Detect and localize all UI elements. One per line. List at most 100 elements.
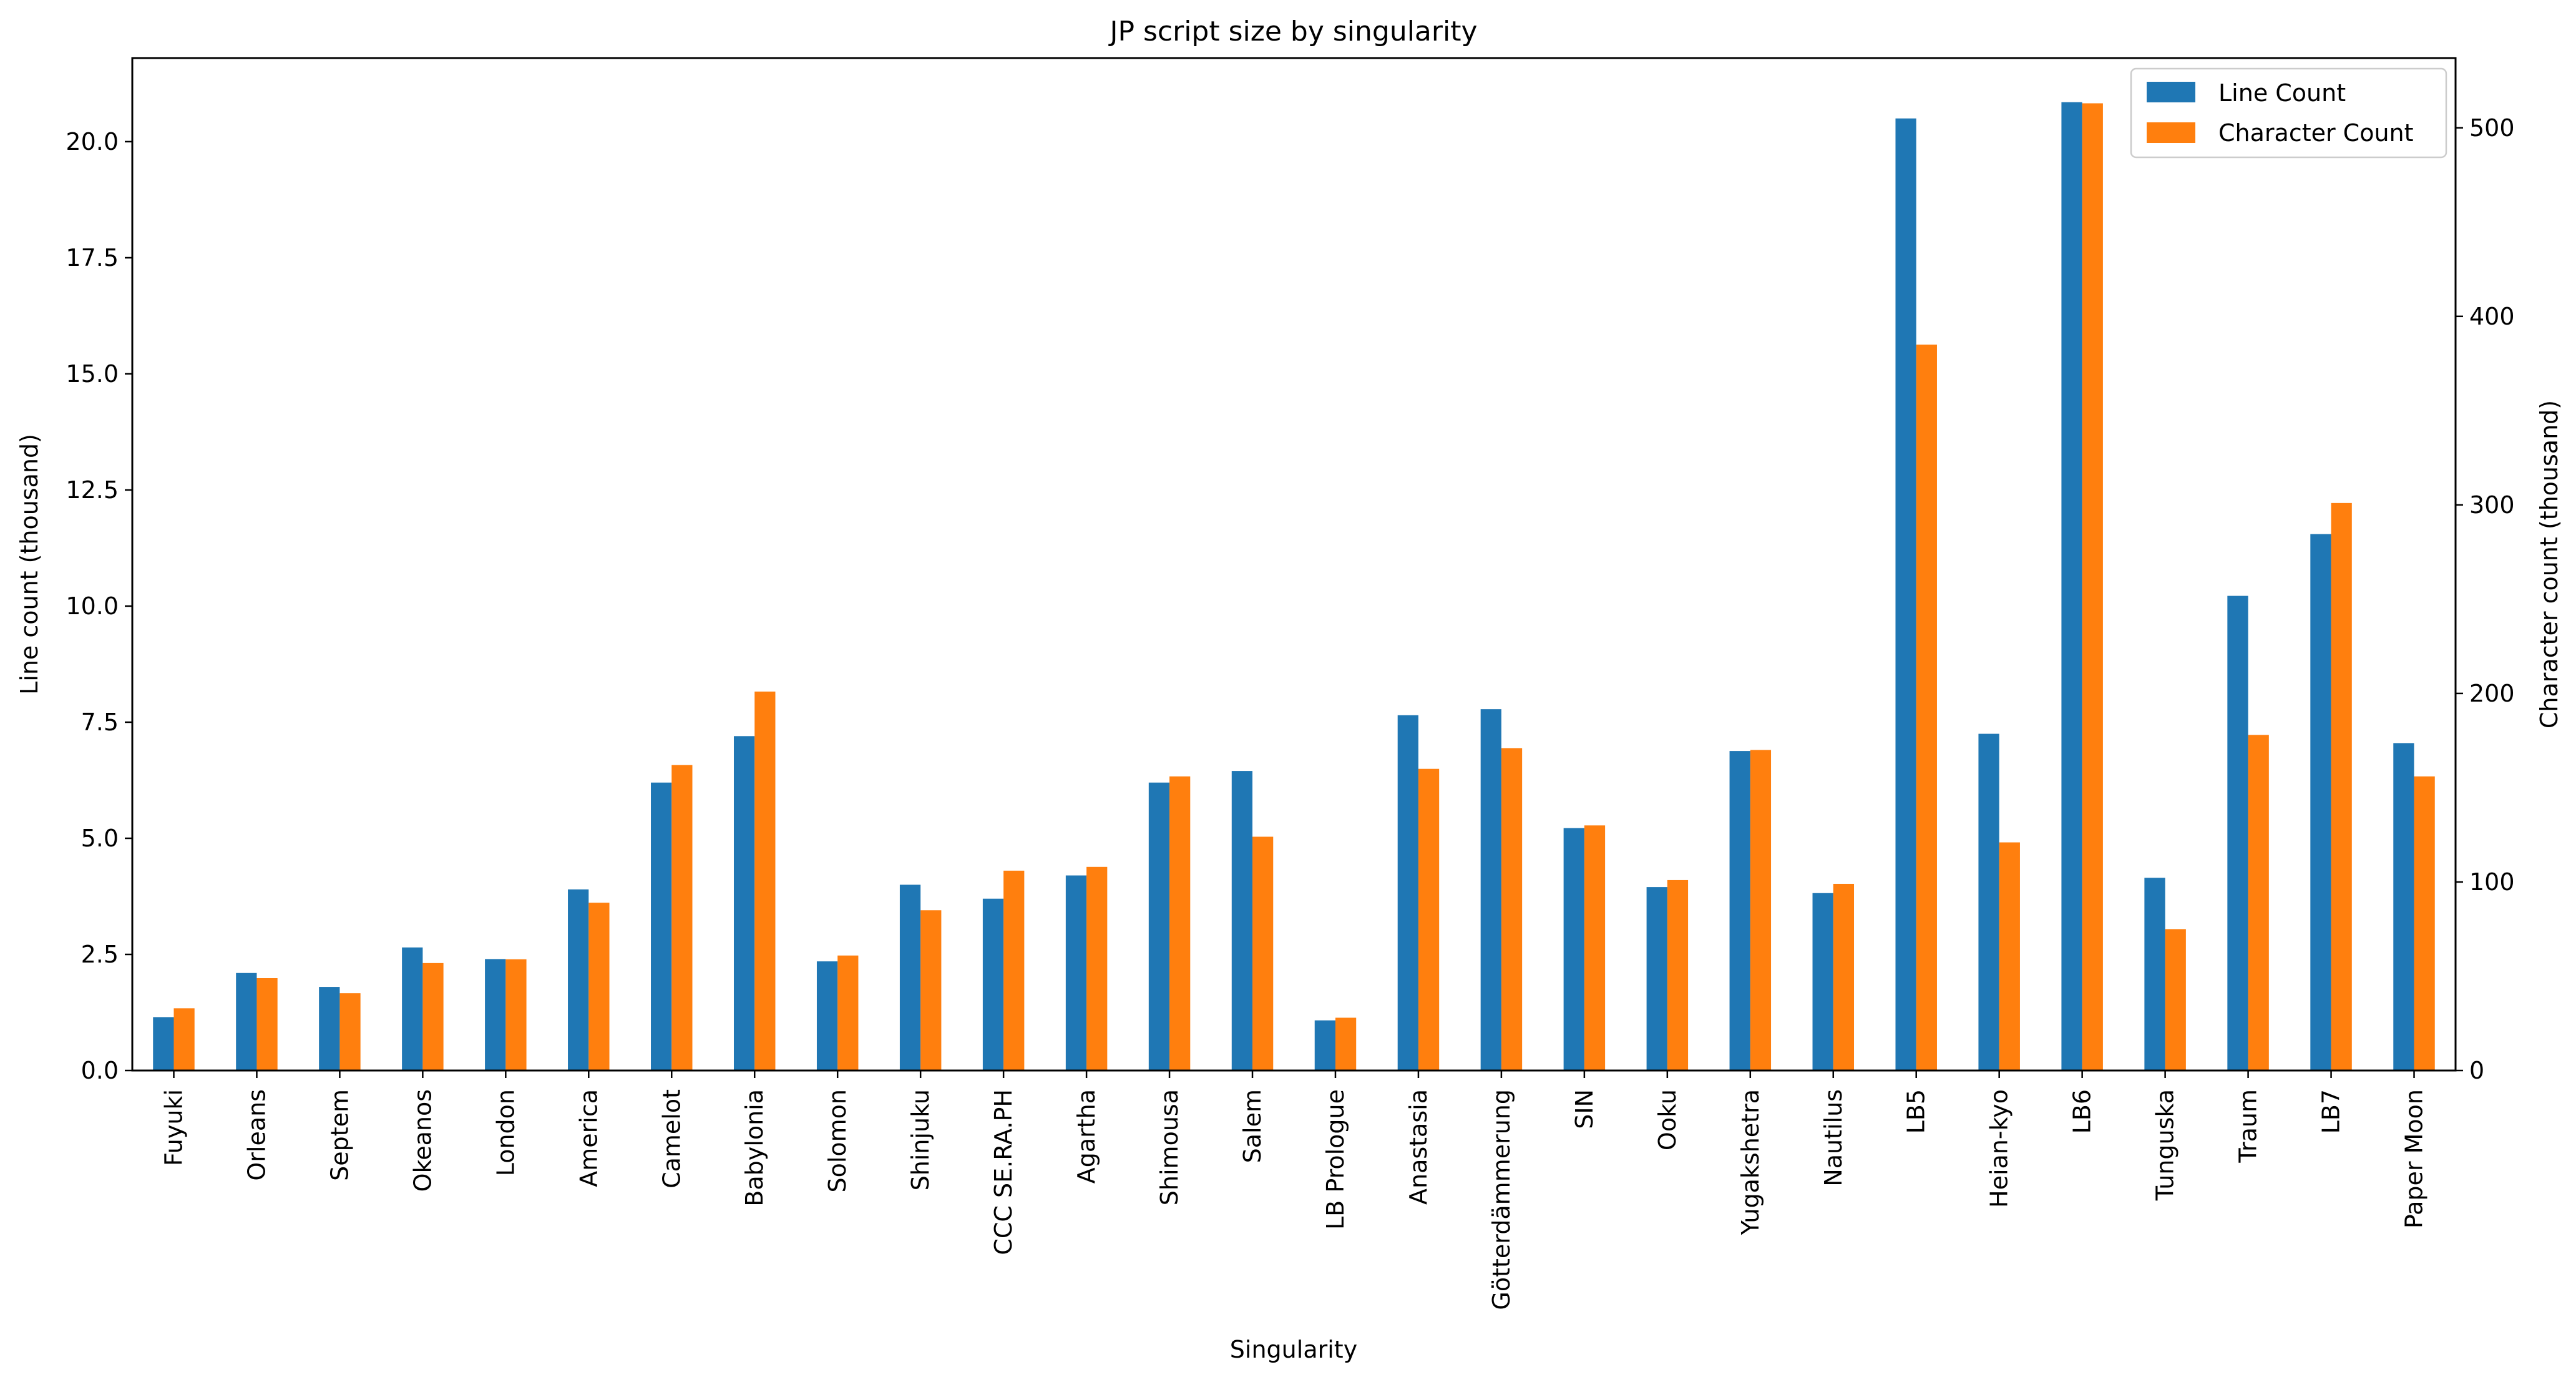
right-y-tick-label: 0 — [2469, 1057, 2484, 1084]
bar-character-count-gotterdammerung — [1501, 748, 1523, 1071]
bar-line-count-nautilus — [1812, 893, 1833, 1071]
right-y-axis-ticks: 0 100 200 300 400 500 — [2456, 114, 2515, 1084]
x-tick-label-camelot: Camelot — [658, 1089, 685, 1188]
left-y-tick-label: 12.5 — [66, 476, 119, 504]
bar-line-count-london — [485, 959, 506, 1071]
bar-line-count-anastasia — [1397, 715, 1418, 1071]
bar-character-count-fuyuki — [173, 1008, 195, 1071]
right-y-tick-label: 200 — [2469, 680, 2515, 707]
bar-character-count-okeanos — [422, 963, 444, 1071]
bar-line-count-ooku — [1646, 887, 1667, 1071]
bar-line-count-ccc-se-ra-ph — [982, 898, 1004, 1071]
bar-line-count-babylonia — [733, 736, 755, 1071]
legend-label-line-count: Line Count — [2218, 79, 2346, 107]
bar-character-count-orleans — [256, 978, 278, 1071]
bar-group — [153, 102, 2435, 1071]
bar-character-count-shimousa — [1169, 776, 1191, 1071]
x-tick-label-nautilus: Nautilus — [1820, 1089, 1847, 1187]
bar-character-count-america — [588, 903, 610, 1071]
x-tick-label-salem: Salem — [1239, 1089, 1266, 1163]
bar-line-count-america — [568, 889, 589, 1071]
legend-label-character-count: Character Count — [2218, 119, 2414, 147]
x-tick-label-lb5: LB5 — [1903, 1089, 1930, 1134]
bar-line-count-lb6 — [2061, 102, 2082, 1071]
bar-line-count-heian-kyo — [1978, 733, 1999, 1071]
bar-line-count-agartha — [1065, 875, 1087, 1071]
x-tick-label-anastasia: Anastasia — [1405, 1089, 1432, 1205]
left-y-tick-label: 7.5 — [81, 708, 119, 736]
x-tick-label-shinjuku: Shinjuku — [907, 1089, 934, 1190]
legend: Line Count Character Count — [2130, 67, 2447, 159]
bar-line-count-orleans — [236, 973, 257, 1071]
x-tick-label-shimousa: Shimousa — [1156, 1089, 1183, 1205]
x-tick-label-yugakshetra: Yugakshetra — [1737, 1089, 1764, 1235]
x-tick-label-agartha: Agartha — [1073, 1089, 1100, 1184]
bar-line-count-gotterdammerung — [1480, 709, 1501, 1071]
x-tick-label-traum: Traum — [2235, 1089, 2262, 1164]
x-tick-label-septem: Septem — [326, 1089, 353, 1181]
x-tick-label-paper-moon: Paper Moon — [2401, 1089, 2428, 1228]
left-y-axis-label: Line count (thousand) — [16, 434, 43, 695]
x-tick-label-ooku: Ooku — [1654, 1089, 1681, 1150]
bar-character-count-anastasia — [1418, 768, 1440, 1071]
bar-character-count-lb7 — [2331, 502, 2352, 1071]
bar-character-count-agartha — [1086, 866, 1108, 1071]
bar-character-count-septem — [339, 993, 361, 1071]
x-tick-label-lb-prologue: LB Prologue — [1322, 1089, 1349, 1230]
bar-line-count-camelot — [651, 782, 672, 1071]
x-tick-label-orleans: Orleans — [243, 1089, 270, 1181]
bar-character-count-lb6 — [2082, 103, 2103, 1071]
right-y-tick-label: 300 — [2469, 491, 2515, 519]
x-tick-label-heian-kyo: Heian-kyo — [1986, 1089, 2013, 1208]
chart-title: JP script size by singularity — [1108, 16, 1478, 47]
left-y-tick-label: 5.0 — [81, 825, 119, 852]
right-y-tick-label: 100 — [2469, 868, 2515, 896]
bar-line-count-okeanos — [402, 947, 423, 1071]
right-y-axis-label: Character count (thousand) — [2535, 400, 2563, 728]
bar-character-count-london — [505, 959, 527, 1071]
left-y-tick-label: 2.5 — [81, 941, 119, 968]
bar-character-count-yugakshetra — [1750, 750, 1772, 1071]
bar-character-count-lb-prologue — [1335, 1017, 1357, 1071]
bar-character-count-shinjuku — [920, 910, 942, 1071]
bar-character-count-nautilus — [1833, 883, 1855, 1071]
bar-character-count-heian-kyo — [1999, 842, 2020, 1071]
x-tick-label-okeanos: Okeanos — [409, 1089, 436, 1192]
bar-character-count-tunguska — [2165, 929, 2186, 1071]
bar-line-count-paper-moon — [2393, 743, 2414, 1071]
bar-line-count-shinjuku — [899, 885, 921, 1071]
left-y-tick-label: 20.0 — [66, 128, 119, 155]
bar-line-count-lb-prologue — [1314, 1020, 1335, 1071]
left-y-tick-label: 15.0 — [66, 360, 119, 388]
bar-character-count-lb5 — [1916, 345, 1937, 1071]
x-axis-ticks: Fuyuki Orleans Septem Okeanos London America C… — [160, 1071, 2428, 1310]
bar-line-count-salem — [1231, 771, 1253, 1071]
x-tick-label-gotterdammerung: Götterdämmerung — [1488, 1089, 1515, 1310]
bar-line-count-lb5 — [1895, 118, 1916, 1071]
bar-character-count-camelot — [671, 765, 693, 1071]
x-tick-label-tunguska: Tunguska — [2152, 1089, 2179, 1201]
legend-box — [2130, 67, 2447, 159]
x-tick-label-lb7: LB7 — [2318, 1089, 2345, 1134]
x-tick-label-solomon: Solomon — [824, 1089, 851, 1193]
plot-frame — [131, 57, 2457, 1072]
bar-character-count-solomon — [837, 955, 859, 1071]
bar-line-count-fuyuki — [153, 1017, 174, 1071]
bar-character-count-traum — [2248, 735, 2269, 1071]
bar-line-count-yugakshetra — [1729, 751, 1750, 1071]
left-y-tick-label: 0.0 — [81, 1057, 119, 1084]
bar-line-count-lb7 — [2310, 534, 2331, 1071]
right-y-tick-label: 500 — [2469, 114, 2515, 142]
bar-character-count-sin — [1584, 825, 1606, 1071]
bar-character-count-paper-moon — [2414, 776, 2435, 1071]
bar-character-count-ccc-se-ra-ph — [1003, 870, 1025, 1071]
right-y-tick-label: 400 — [2469, 303, 2515, 330]
bar-line-count-sin — [1563, 828, 1584, 1071]
bar-character-count-babylonia — [754, 691, 776, 1071]
bar-line-count-shimousa — [1148, 782, 1170, 1071]
left-y-axis-ticks: 0.0 2.5 5.0 7.5 10.0 12.5 15.0 17.5 20.0 — [66, 128, 132, 1084]
x-tick-label-babylonia: Babylonia — [741, 1089, 768, 1207]
x-tick-label-ccc-se-ra-ph: CCC SE.RA.PH — [990, 1089, 1017, 1255]
x-tick-label-fuyuki: Fuyuki — [160, 1089, 187, 1166]
